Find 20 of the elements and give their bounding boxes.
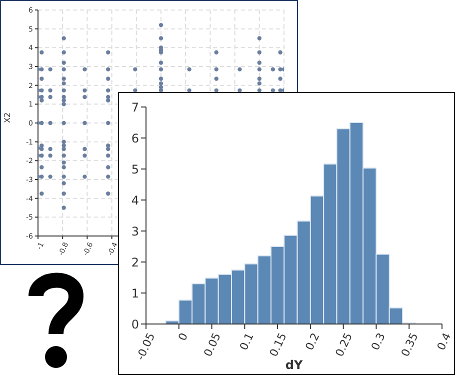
x-axis-title: dY xyxy=(285,358,303,372)
y-tick-label: 2 xyxy=(131,255,139,270)
x-tick-label: -0.05 xyxy=(134,330,158,362)
x-tick-label: 0.2 xyxy=(302,330,322,352)
x-tick-label: 0.25 xyxy=(332,330,356,359)
x-tick-label: 0.4 xyxy=(434,330,454,352)
x-tick-label: 0.05 xyxy=(201,330,224,359)
x-tick-label: 0.35 xyxy=(398,330,421,359)
y-tick-label: 3 xyxy=(131,224,139,238)
x-tick-label: 0.15 xyxy=(267,330,290,359)
x-tick-label: 0 xyxy=(176,330,191,343)
y-tick-label: 6 xyxy=(131,131,139,146)
y-axis-title: X2 xyxy=(2,112,12,123)
y-tick-label: 1 xyxy=(131,286,139,300)
y-tick-label: 5 xyxy=(131,162,139,176)
y-tick-label: 4 xyxy=(131,193,139,208)
y-tick-label: 7 xyxy=(131,100,139,114)
y-tick-label: 0 xyxy=(131,317,139,332)
x-tick-label: 0.3 xyxy=(368,330,388,352)
x-tick-label: 0.1 xyxy=(237,330,256,352)
